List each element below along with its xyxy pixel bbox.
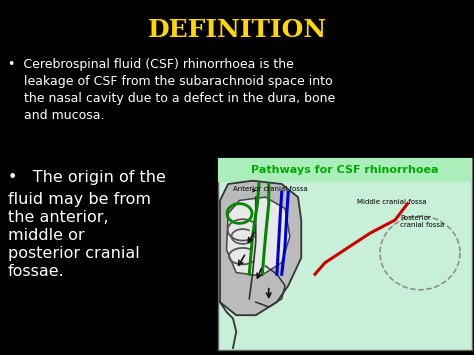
Polygon shape	[220, 181, 301, 315]
Text: •   The origin of the: • The origin of the	[8, 170, 166, 185]
Text: •  Cerebrospinal fluid (CSF) rhinorrhoea is the
    leakage of CSF from the suba: • Cerebrospinal fluid (CSF) rhinorrhoea …	[8, 58, 335, 122]
FancyBboxPatch shape	[218, 158, 472, 350]
FancyBboxPatch shape	[218, 158, 472, 182]
Text: fluid may be from: fluid may be from	[8, 192, 151, 207]
Text: Anterior cranial fossa: Anterior cranial fossa	[233, 186, 308, 192]
Text: Middle cranial fossa: Middle cranial fossa	[357, 199, 427, 205]
Text: fossae.: fossae.	[8, 264, 65, 279]
Text: DEFINITION: DEFINITION	[147, 18, 327, 42]
Polygon shape	[227, 197, 290, 276]
Text: Posterior
cranial fossa: Posterior cranial fossa	[400, 215, 444, 228]
Text: the anterior,: the anterior,	[8, 210, 109, 225]
Text: middle or: middle or	[8, 228, 85, 243]
Text: posterior cranial: posterior cranial	[8, 246, 140, 261]
Text: Pathways for CSF rhinorrhoea: Pathways for CSF rhinorrhoea	[251, 165, 439, 175]
